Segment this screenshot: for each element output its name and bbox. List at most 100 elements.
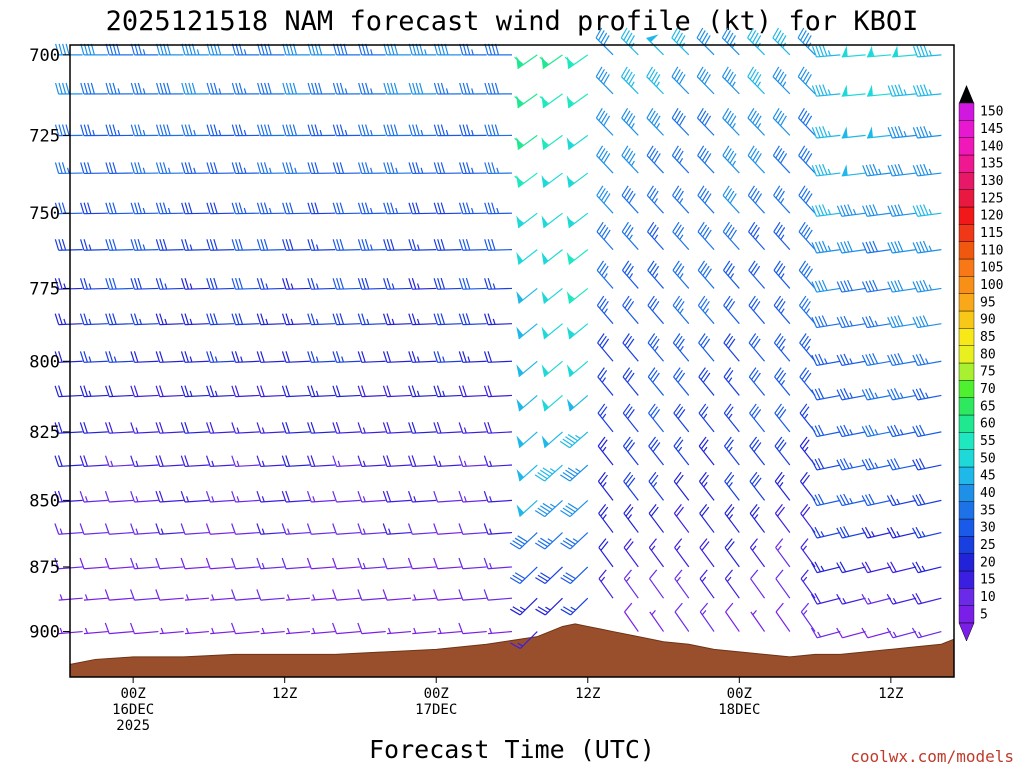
barb-half-flag — [160, 627, 164, 634]
barb-flag — [805, 193, 813, 204]
barb-flag — [752, 227, 760, 238]
wind-barb — [797, 66, 816, 95]
barb-flag — [155, 124, 161, 136]
barb-flag — [750, 263, 758, 274]
barb-flag — [677, 338, 685, 349]
barb-half-flag — [842, 597, 847, 604]
barb-flag — [798, 295, 807, 306]
wind-barb — [596, 185, 614, 214]
wind-barb — [886, 627, 917, 639]
wind-barb — [698, 367, 715, 396]
barb-pennant — [566, 326, 574, 339]
barb-flag — [847, 204, 853, 216]
barb-flag — [754, 153, 762, 164]
barb-flag — [339, 313, 345, 325]
barb-staff — [698, 342, 715, 362]
barb-flag — [235, 278, 240, 290]
barb-staff — [210, 566, 235, 570]
wind-barb — [358, 124, 386, 137]
wind-barb — [105, 124, 134, 137]
barb-staff — [917, 212, 942, 217]
barb-flag — [778, 372, 787, 383]
barb-half-flag — [892, 631, 897, 638]
barb-flag — [726, 474, 735, 485]
barb-staff — [699, 513, 715, 533]
barb-flag — [209, 124, 215, 136]
wind-barb — [624, 602, 639, 632]
barb-half-flag — [391, 283, 395, 290]
barb-flag — [565, 505, 576, 513]
barb-flag — [915, 388, 922, 400]
barb-staff — [646, 117, 664, 136]
barb-flag — [677, 301, 685, 312]
barb-flag — [494, 82, 500, 95]
wind-barb — [332, 523, 361, 535]
wind-barb — [80, 124, 108, 137]
barb-flag — [724, 471, 733, 482]
barb-flag — [836, 627, 843, 639]
wind-barb — [912, 126, 942, 139]
barb-flag — [814, 241, 821, 253]
barb-flag — [537, 606, 549, 614]
barb-staff — [772, 37, 791, 56]
barb-half-flag — [928, 130, 932, 137]
barb-half-flag — [312, 594, 316, 601]
barb-staff — [109, 499, 134, 503]
barb-flag — [188, 82, 193, 95]
barb-flag — [458, 162, 464, 174]
wind-barb — [332, 351, 361, 363]
barb-flag — [652, 442, 661, 453]
barb-staff — [260, 630, 285, 635]
barb-staff — [698, 412, 715, 433]
barb-staff — [723, 412, 740, 433]
barb-flag — [890, 561, 897, 573]
barb-staff — [134, 212, 159, 215]
wind-barb — [646, 34, 664, 56]
colorbar-min-arrow — [958, 622, 975, 642]
wind-barb — [231, 82, 260, 95]
barb-flag — [234, 385, 240, 397]
barb-flag — [332, 162, 338, 174]
barb-staff — [462, 630, 487, 635]
wind-barb — [458, 557, 487, 570]
barb-staff — [386, 499, 412, 503]
barb-flag — [727, 227, 735, 238]
wind-barb — [257, 82, 285, 95]
barb-flag — [704, 74, 711, 85]
barb-flag — [440, 162, 446, 174]
barb-staff — [210, 360, 235, 363]
barb-flag — [408, 82, 413, 95]
wind-barb — [332, 421, 361, 434]
wind-barb — [206, 238, 235, 251]
barb-flag — [729, 153, 737, 164]
colorbar-cell — [958, 120, 975, 138]
barb-half-flag — [113, 356, 117, 363]
barb-flag — [648, 69, 656, 80]
barb-flag — [310, 351, 316, 363]
barb-staff — [699, 611, 715, 632]
wind-barb — [282, 278, 310, 290]
wind-barb — [862, 163, 891, 177]
barb-staff — [437, 323, 462, 326]
barb-flag — [811, 165, 818, 177]
barb-staff — [892, 172, 917, 177]
barb-staff — [361, 566, 386, 570]
barb-flag — [234, 351, 240, 363]
barb-flag — [382, 523, 388, 535]
barb-flag — [231, 455, 237, 467]
barb-flag — [774, 69, 782, 80]
barb-staff — [336, 630, 361, 635]
barb-staff — [235, 431, 260, 434]
wind-barb — [484, 124, 513, 137]
barb-staff — [437, 464, 462, 468]
barb-staff — [647, 231, 664, 251]
barb-flag — [599, 335, 607, 346]
barb-flag — [912, 242, 919, 254]
barb-half-flag — [290, 318, 294, 325]
wind-barb — [307, 313, 336, 326]
barb-flag — [598, 69, 605, 80]
barb-flag — [108, 162, 114, 174]
barb-staff — [867, 630, 892, 639]
barb-staff — [816, 93, 841, 97]
barb-flag — [815, 126, 821, 138]
